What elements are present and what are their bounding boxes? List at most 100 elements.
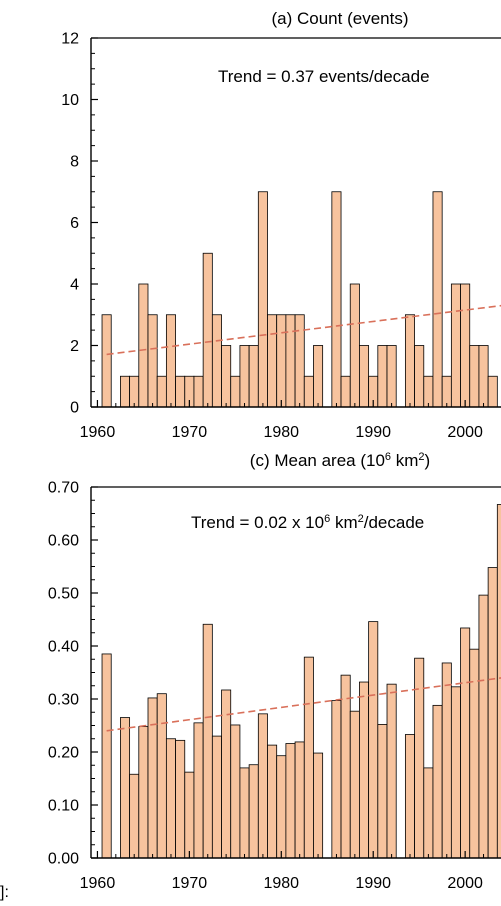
mean-area-bar-1967 — [156, 693, 167, 859]
count-bar-1982 — [294, 314, 305, 408]
count-trend-annotation: Trend = 0.37 events/decade — [218, 67, 430, 86]
count-ytick-label: 12 — [61, 31, 79, 48]
count-bar-1972 — [202, 252, 213, 408]
count-bar-2002 — [478, 345, 489, 408]
mean-area-ytick-label: 0.10 — [48, 798, 79, 815]
mean-area-xtick-label: 2000 — [447, 875, 483, 892]
mean-area-bar-2002 — [478, 594, 489, 859]
count-bar-1992 — [386, 345, 397, 408]
count-bar-1997 — [432, 191, 443, 408]
mean-area-bar-1981 — [285, 743, 296, 859]
mean-area-bar-1966 — [147, 697, 158, 859]
count-bar-1968 — [165, 314, 176, 408]
mean-area-bar-1961 — [101, 653, 112, 859]
mean-area-bar-1975 — [230, 724, 241, 859]
count-bar-1981 — [285, 314, 296, 408]
count-ytick-label: 10 — [61, 92, 79, 109]
count-panel-title: (a) Count (events) — [272, 9, 409, 28]
mean-area-bar-1965 — [138, 726, 149, 859]
mean-area-bar-1974 — [221, 689, 232, 859]
count-ytick-label: 0 — [70, 400, 79, 417]
mean-area-bar-2004 — [496, 504, 501, 859]
count-bars — [101, 191, 498, 408]
count-bar-1965 — [138, 283, 149, 408]
mean-area-ytick-label: 0.60 — [48, 533, 79, 550]
count-bar-1996 — [423, 375, 434, 408]
mean-area-ytick-label: 0.30 — [48, 692, 79, 709]
corner-label: ]: — [0, 884, 9, 901]
mean-area-bar-1979 — [267, 744, 278, 859]
mean-area-bar-1990 — [368, 621, 379, 859]
count-bar-1966 — [147, 314, 158, 408]
mean-area-bar-1980 — [276, 755, 287, 859]
count-bar-2000 — [460, 283, 471, 408]
mean-area-bar-1977 — [248, 764, 259, 859]
mean-area-bar-1971 — [193, 722, 204, 859]
mean-area-bar-1991 — [377, 724, 388, 859]
count-bar-1963 — [120, 375, 131, 408]
count-bar-2001 — [469, 345, 480, 408]
mean-area-bar-1997 — [432, 704, 443, 859]
count-bar-1988 — [349, 283, 360, 408]
mean-area-axis-ticks: 0.00 0.10 0.20 0.30 0.40 0.50 0.60 0.70 1960 1970… — [48, 480, 485, 892]
count-bar-1969 — [175, 375, 186, 408]
count-ytick-label: 2 — [70, 338, 79, 355]
mean-area-bar-1984 — [313, 752, 324, 859]
mean-area-bar-1973 — [211, 735, 222, 859]
count-bar-1964 — [129, 375, 140, 408]
count-xtick-label: 1960 — [80, 424, 116, 441]
mean-area-bar-1996 — [423, 767, 434, 859]
mean-area-bar-1970 — [184, 771, 195, 859]
mean-area-bar-1978 — [257, 713, 268, 859]
mean-area-bar-1964 — [129, 773, 140, 859]
count-bar-1983 — [303, 375, 314, 408]
count-bar-2003 — [487, 375, 498, 408]
count-bar-1998 — [441, 375, 452, 408]
count-bar-1973 — [211, 314, 222, 408]
mean-area-ytick-label: 0.00 — [48, 851, 79, 868]
count-bar-1975 — [230, 375, 241, 408]
count-bar-1991 — [377, 345, 388, 408]
mean-area-panel: (c) Mean area (106 km2) Trend = 0.02 x 1… — [48, 451, 501, 892]
mean-area-xtick-label: 1970 — [172, 875, 208, 892]
count-bar-1999 — [450, 283, 461, 408]
mean-area-bar-1983 — [303, 656, 314, 859]
mean-area-bar-2003 — [487, 567, 498, 859]
mean-area-bar-1963 — [120, 717, 131, 859]
count-bar-1967 — [156, 375, 167, 408]
mean-area-bar-1994 — [404, 734, 415, 859]
count-bar-1974 — [221, 345, 232, 408]
mean-area-bar-1995 — [414, 657, 425, 859]
count-ytick-label: 4 — [70, 277, 79, 294]
count-ytick-label: 6 — [70, 215, 79, 232]
mean-area-ytick-label: 0.20 — [48, 745, 79, 762]
mean-area-bar-1982 — [294, 741, 305, 859]
mean-area-bar-1988 — [349, 710, 360, 859]
count-bar-1989 — [359, 345, 370, 408]
count-bar-1976 — [239, 345, 250, 408]
count-panel: (a) Count (events) Trend = 0.37 events/d… — [61, 9, 501, 441]
mean-area-bar-1976 — [239, 767, 250, 859]
mean-area-xtick-label: 1980 — [263, 875, 299, 892]
mean-area-bar-1986 — [331, 700, 342, 859]
mean-area-bars — [101, 504, 501, 859]
count-ytick-label: 8 — [70, 154, 79, 171]
mean-area-trend-annotation: Trend = 0.02 x 106 km2/decade — [191, 513, 424, 532]
mean-area-bar-1969 — [175, 739, 186, 859]
count-bar-1977 — [248, 345, 259, 408]
count-xtick-label: 2000 — [447, 424, 483, 441]
mean-area-xtick-label: 1990 — [355, 875, 391, 892]
count-bar-1961 — [101, 314, 112, 408]
mean-area-ytick-label: 0.70 — [48, 480, 79, 497]
mean-area-bar-1987 — [340, 674, 351, 859]
mean-area-bar-1968 — [165, 738, 176, 859]
count-bar-1980 — [276, 314, 287, 408]
mean-area-ytick-label: 0.40 — [48, 639, 79, 656]
count-axis-ticks: 0 2 4 6 8 10 12 1960 1970 1980 1990 2000 — [61, 31, 485, 441]
count-bar-1994 — [404, 314, 415, 408]
mean-area-bar-1972 — [202, 623, 213, 859]
mean-area-panel-title: (c) Mean area (106 km2) — [250, 451, 430, 470]
count-bar-1979 — [267, 314, 278, 408]
count-bar-1987 — [340, 375, 351, 408]
